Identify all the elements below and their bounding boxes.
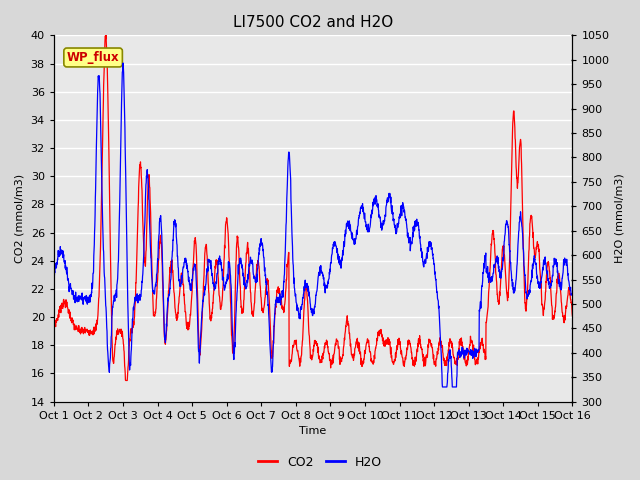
Text: WP_flux: WP_flux (67, 51, 120, 64)
Y-axis label: CO2 (mmol/m3): CO2 (mmol/m3) (15, 174, 25, 263)
Legend: CO2, H2O: CO2, H2O (253, 451, 387, 474)
X-axis label: Time: Time (300, 426, 327, 436)
Title: LI7500 CO2 and H2O: LI7500 CO2 and H2O (233, 15, 393, 30)
Y-axis label: H2O (mmol/m3): H2O (mmol/m3) (615, 174, 625, 264)
